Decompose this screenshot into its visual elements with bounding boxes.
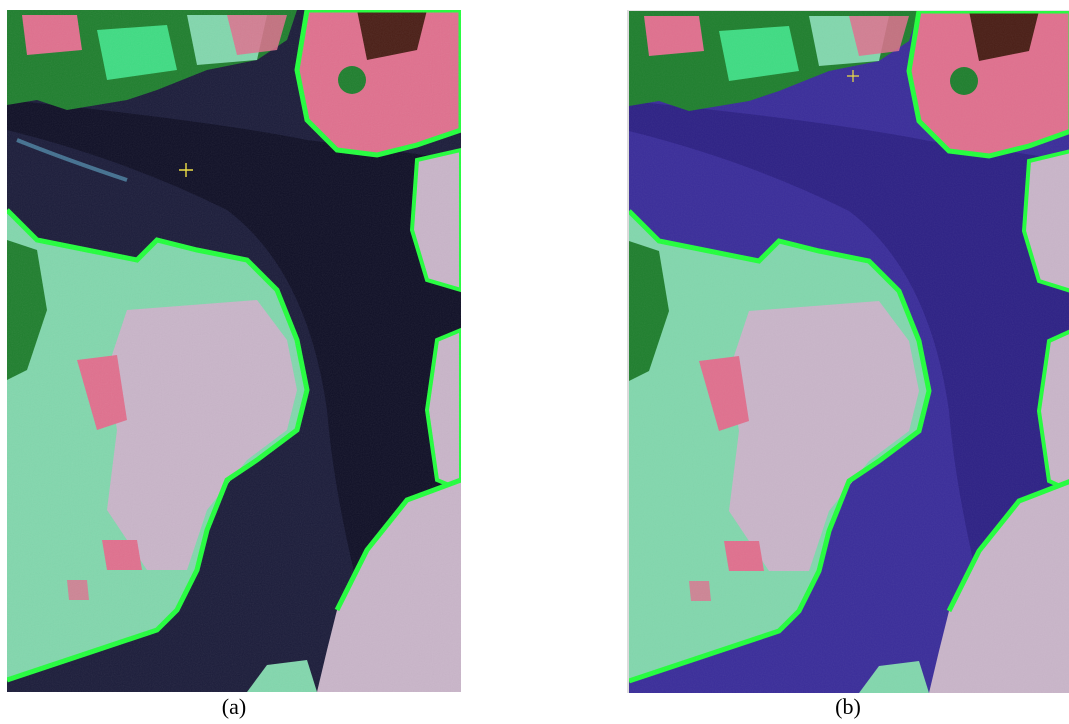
satellite-scene-a <box>7 10 461 692</box>
satellite-image-b <box>627 10 1069 693</box>
satellite-scene-b <box>629 11 1069 693</box>
satellite-image-a <box>7 10 461 692</box>
caption-a: (a) <box>221 694 247 719</box>
caption-b: (b) <box>835 694 861 719</box>
